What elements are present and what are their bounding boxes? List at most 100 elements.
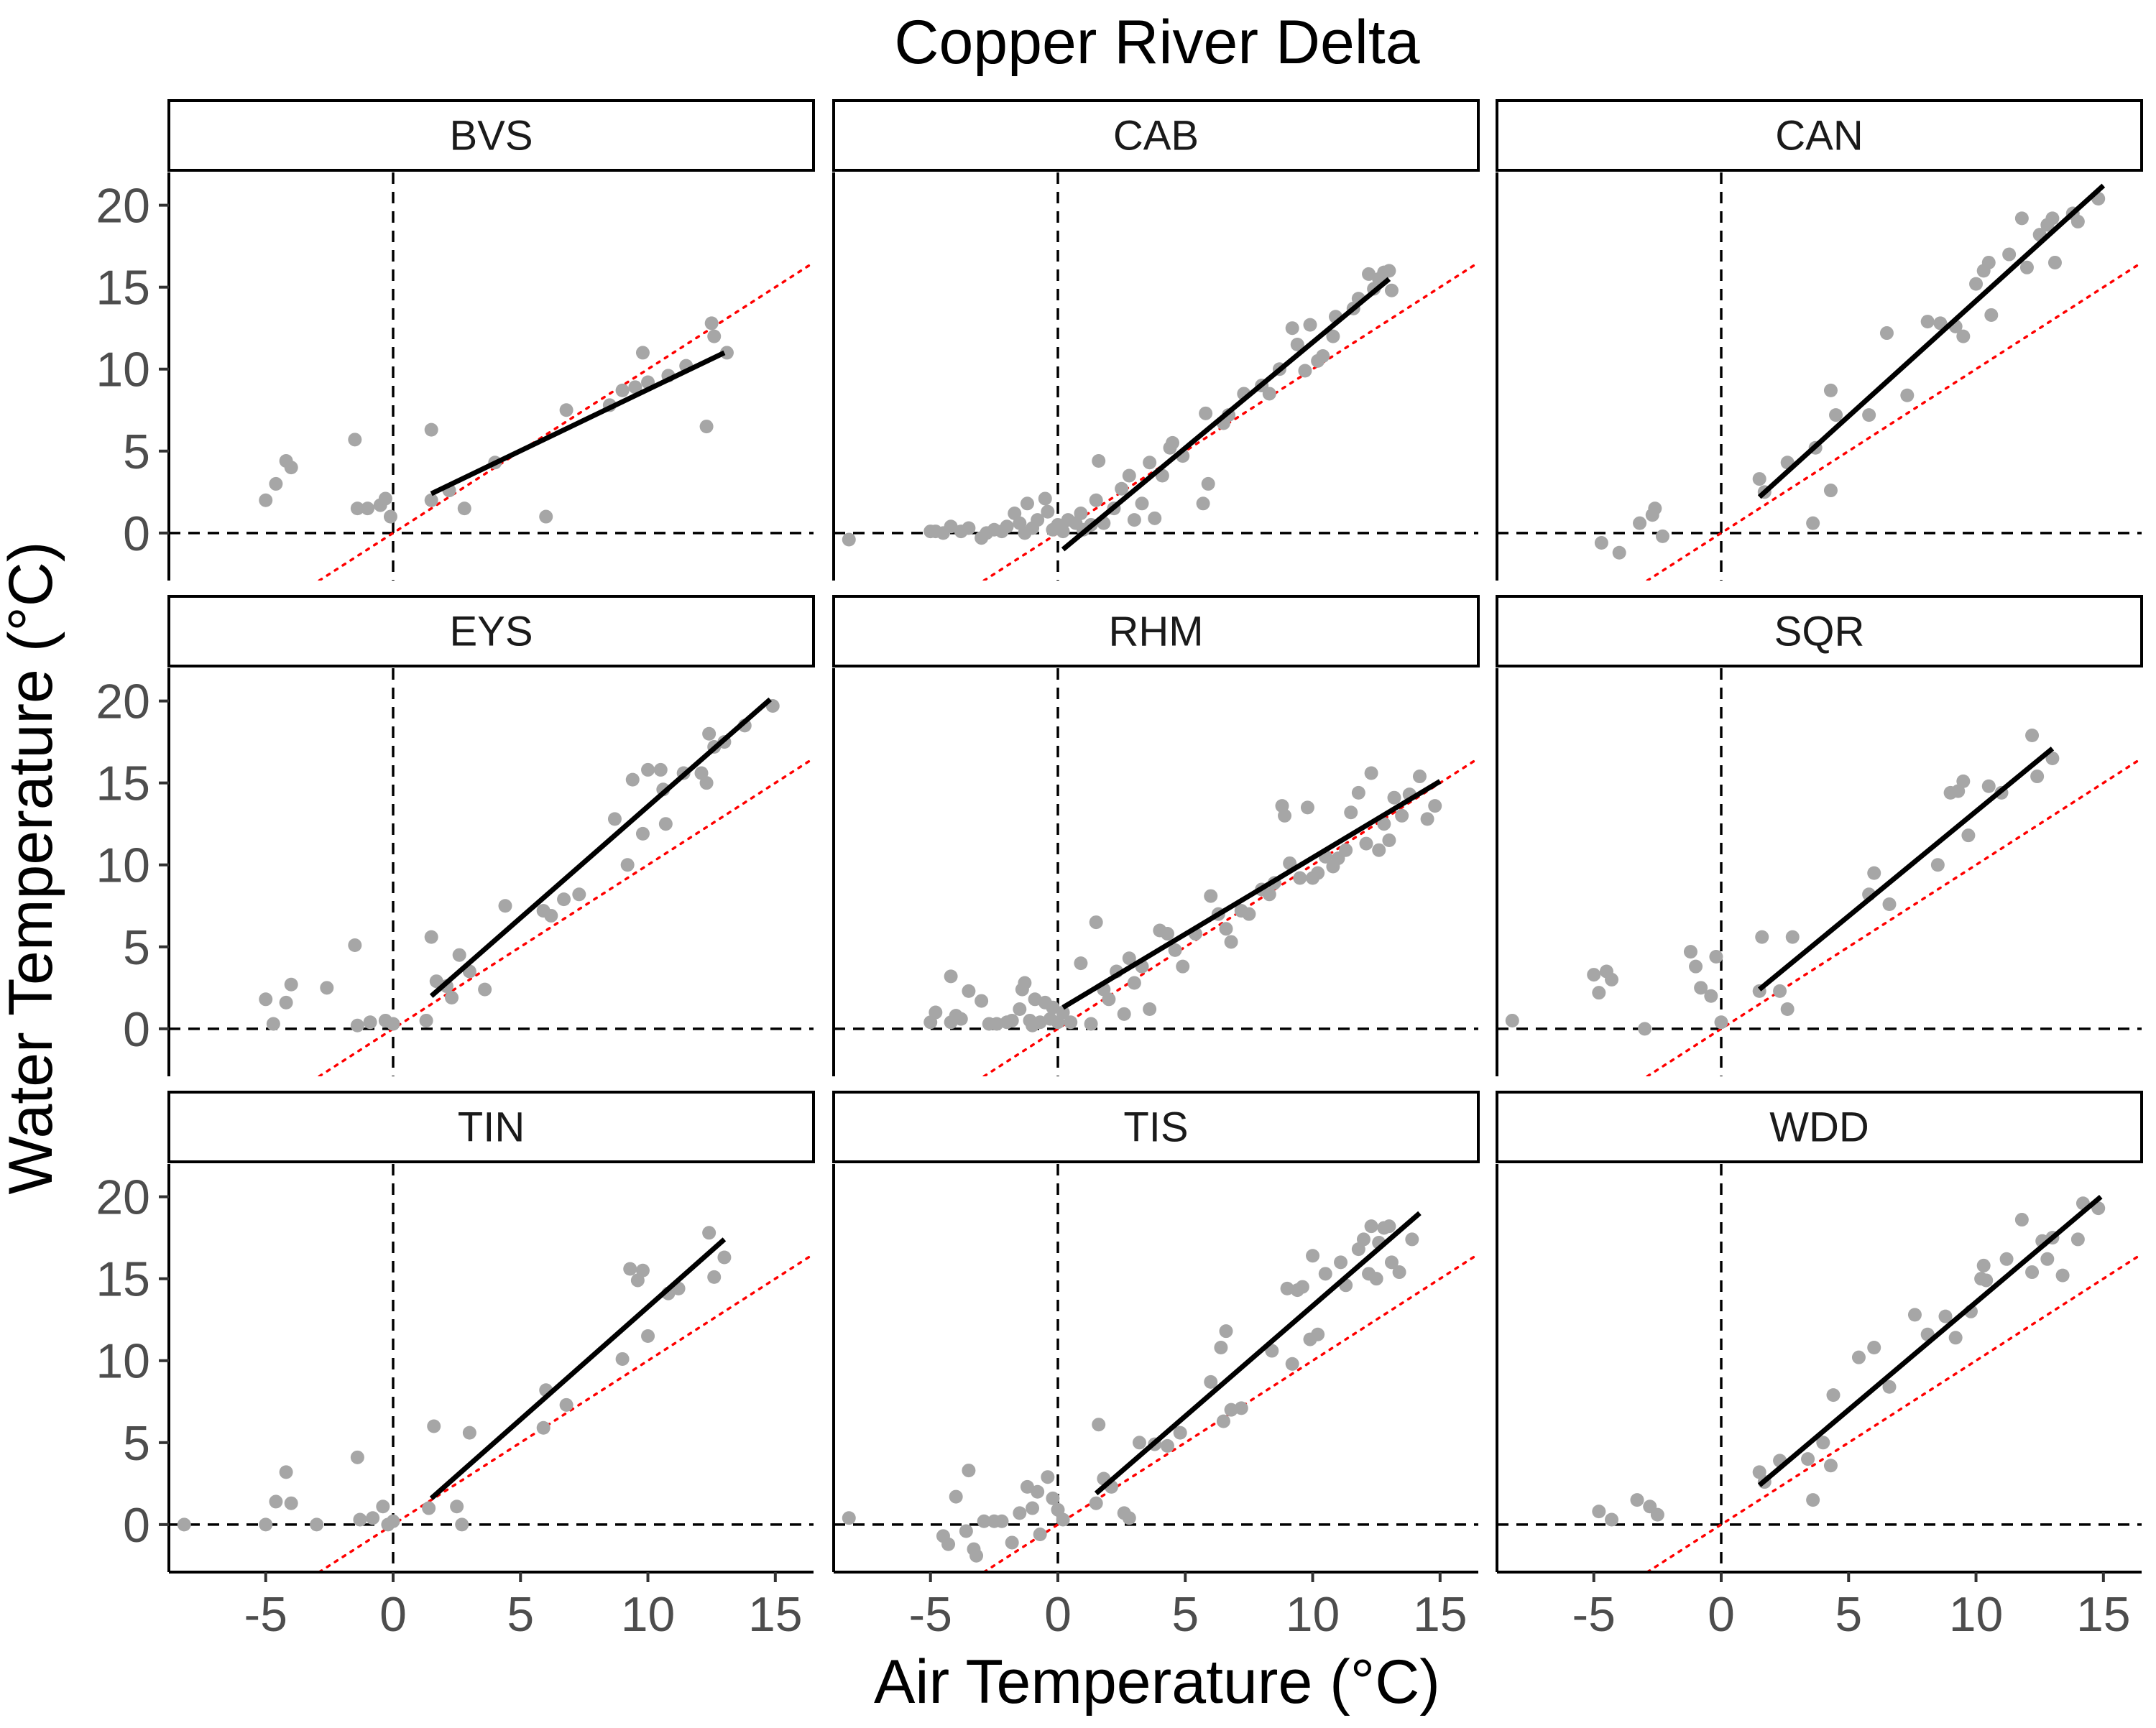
data-point [1005, 1013, 1019, 1027]
data-point [1689, 959, 1703, 974]
data-point [1339, 843, 1353, 857]
data-point [1176, 959, 1190, 974]
data-point [1318, 1267, 1332, 1281]
regression-line [429, 697, 773, 998]
data-point [1041, 504, 1055, 519]
data-point [266, 1017, 280, 1031]
data-point [348, 938, 362, 953]
y-tick-label: 15 [96, 757, 150, 811]
panel-grid: BVS 0 5 10 15 20 CAB CAN EYS 0 5 10 15 20 RHM SQR TIN -5 0… [96, 99, 2143, 1642]
data-point [1031, 1484, 1045, 1499]
data-point [1920, 315, 1935, 329]
data-point [1056, 1512, 1070, 1527]
data-point [1773, 984, 1787, 998]
regression-line [1061, 779, 1442, 1010]
data-point [607, 812, 622, 826]
data-point [1826, 1388, 1841, 1403]
data-point [498, 899, 512, 913]
y-tick-label: 15 [96, 261, 150, 315]
panel-strip [832, 595, 1480, 667]
panel-data-area [169, 1164, 814, 1572]
data-point [1907, 1308, 1922, 1322]
data-point [557, 892, 571, 907]
one-to-one-line [318, 1252, 814, 1572]
data-point [1160, 927, 1174, 941]
x-tick-label: 15 [748, 1587, 803, 1642]
one-to-one-line [1646, 757, 2142, 1076]
data-point [1882, 897, 1897, 911]
data-point [1362, 267, 1376, 281]
data-point [2030, 770, 2045, 784]
data-point [1166, 435, 1180, 450]
data-point [386, 1017, 400, 1031]
data-point [1384, 283, 1399, 297]
data-point [279, 1465, 293, 1479]
data-point [1806, 1493, 1820, 1507]
panel-strip-label: CAB [1113, 113, 1199, 160]
data-point [1714, 1015, 1728, 1030]
x-tick-label: 5 [1835, 1587, 1862, 1642]
data-point [962, 1464, 976, 1478]
data-point [1224, 1403, 1238, 1417]
data-point [1031, 513, 1045, 527]
data-point [1359, 836, 1373, 851]
data-point [1801, 1452, 1815, 1466]
data-point [320, 981, 334, 995]
data-point [1000, 519, 1014, 534]
data-point [1005, 1535, 1019, 1550]
data-point [2025, 729, 2040, 743]
data-point [1013, 1506, 1027, 1520]
data-point [1290, 338, 1304, 352]
data-point [1303, 318, 1317, 332]
panel-eys: EYS 0 5 10 15 20 [96, 595, 815, 1076]
data-point [1981, 779, 1996, 793]
data-point [1038, 491, 1052, 506]
y-tick-label: 5 [123, 1416, 150, 1471]
data-point [658, 817, 673, 831]
data-point [1089, 915, 1103, 930]
one-to-one-line [982, 261, 1478, 581]
panel-strip [1496, 595, 2143, 667]
panel-strip [1496, 99, 2143, 172]
data-point [615, 383, 630, 397]
data-point [478, 982, 492, 997]
data-point [1127, 976, 1141, 990]
data-point [1122, 951, 1136, 966]
one-to-one-line [318, 757, 814, 1076]
data-point [1683, 945, 1697, 959]
panel-strip [832, 1091, 1480, 1163]
data-point [445, 991, 459, 1005]
data-point [1298, 364, 1312, 378]
data-point [1395, 808, 1409, 823]
regression-line [430, 350, 726, 496]
y-tick-label: 20 [96, 675, 150, 729]
data-point [572, 887, 586, 902]
data-point [1219, 1324, 1233, 1339]
data-point [1224, 935, 1238, 949]
data-point [1709, 949, 1723, 964]
data-point [1344, 805, 1358, 820]
data-point [990, 1017, 1004, 1031]
data-point [269, 1494, 283, 1509]
data-point [1900, 388, 1915, 402]
data-point [1369, 1272, 1383, 1286]
data-point [1311, 866, 1325, 880]
data-point [1262, 387, 1276, 401]
data-point [1372, 843, 1386, 857]
data-point [1214, 1340, 1228, 1354]
data-point [1364, 1219, 1378, 1234]
data-point [1938, 1309, 1953, 1323]
data-point [962, 521, 976, 535]
data-point [353, 1512, 367, 1527]
data-point [1056, 1005, 1070, 1020]
regression-line [429, 1237, 727, 1500]
data-point [386, 1514, 400, 1528]
panel-data-area [169, 172, 814, 581]
data-point [1755, 930, 1769, 944]
data-point [1384, 1255, 1399, 1270]
data-point [1387, 790, 1401, 805]
data-point [1879, 326, 1894, 341]
data-point [1392, 1265, 1406, 1280]
data-point [350, 502, 364, 516]
panel-strip-label: BVS [449, 113, 533, 160]
